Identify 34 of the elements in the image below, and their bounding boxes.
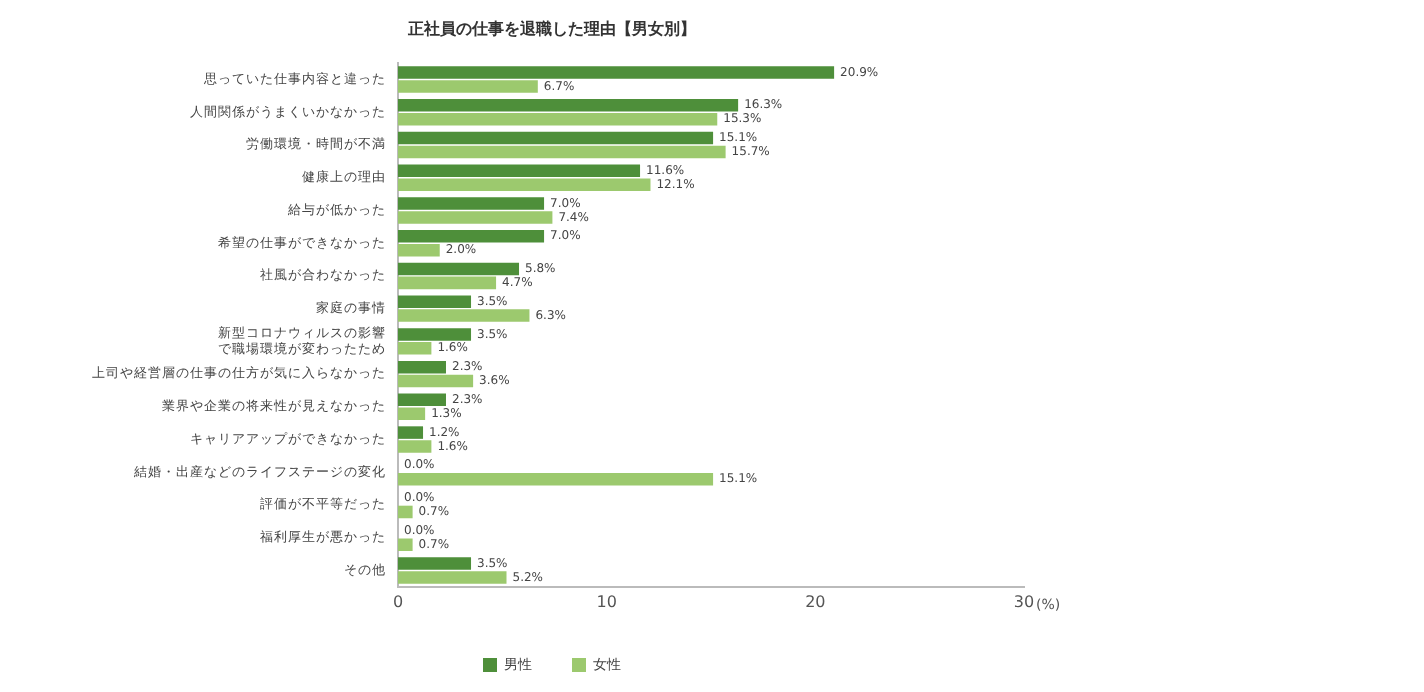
bar [398, 342, 432, 355]
bar [398, 80, 538, 93]
bar [398, 505, 413, 519]
bar [398, 66, 835, 79]
bar [398, 211, 553, 224]
bar [398, 99, 739, 112]
x-tick-label: 0 [392, 592, 404, 611]
bar [398, 374, 474, 388]
x-tick-label: 10 [596, 592, 617, 611]
bar [398, 229, 545, 243]
bar [398, 112, 718, 126]
bar [398, 472, 714, 486]
bar [398, 276, 497, 290]
x-tick-label: 30 [1013, 592, 1035, 611]
bar [398, 164, 641, 178]
bar [398, 131, 714, 145]
bar [398, 145, 726, 159]
bar [398, 393, 446, 407]
bar [398, 243, 440, 257]
bar [398, 328, 472, 341]
bar [398, 197, 545, 210]
bar [398, 309, 530, 322]
bar [398, 295, 472, 308]
bar [398, 360, 446, 374]
x-tick-label: 20 [805, 592, 826, 611]
bar [398, 262, 520, 276]
bar [398, 538, 413, 551]
bar [398, 571, 507, 584]
bar [398, 426, 424, 439]
bar [398, 440, 432, 453]
bar [398, 178, 651, 191]
chart-title: 正社員の仕事を退職した理由【男女別】 [406, 19, 696, 38]
bar [398, 407, 426, 421]
bar [398, 557, 472, 570]
